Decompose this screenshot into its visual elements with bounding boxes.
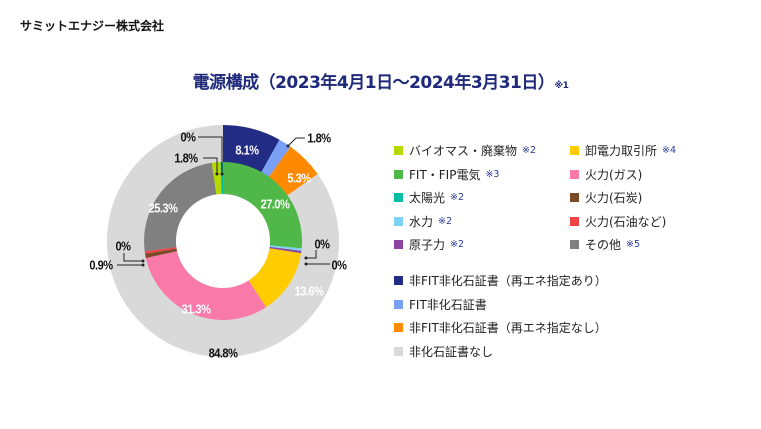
legend-label: 火力(ガス) (585, 167, 643, 182)
legend-note: ※2 (438, 215, 453, 227)
legend-item: 原子力 ※2 (394, 236, 464, 253)
legend-swatch (394, 240, 403, 249)
legend-swatch (394, 146, 403, 155)
donut-hole (176, 194, 270, 288)
slice-nuclear (269, 246, 302, 254)
legend-swatch (570, 216, 579, 226)
legend-swatch (394, 299, 403, 309)
slice-hydro (269, 245, 302, 251)
legend-swatch (394, 169, 403, 179)
legend-item-cert: 非FIT非化石証書（再エネ指定あり） (394, 272, 607, 289)
company-name: サミットエナジー株式会社 (20, 19, 165, 33)
slice-gas (145, 251, 267, 321)
legend-label: 火力(石油など) (585, 214, 667, 229)
legend-label: 非FIT非化石証書（再エネ指定あり） (409, 274, 607, 288)
legend-note: ※2 (522, 145, 537, 156)
legend-item: 火力(石炭) (570, 189, 642, 206)
legend-item: 太陽光 ※2 (394, 189, 464, 206)
label-biomass: 1.8% (174, 150, 198, 166)
legend-item: 卸電力取引所 ※4 (570, 142, 676, 159)
slice-fit (223, 162, 303, 249)
legend-item: 火力(石油など) (570, 213, 666, 230)
legend-swatch (570, 169, 579, 179)
legend-label: 卸電力取引所 (585, 144, 658, 158)
label-hydro: 0% (314, 236, 330, 252)
legend-item-cert: 非化石証書なし (394, 343, 493, 360)
chart-title: 電源構成（2023年4月1日～2024年3月31日）※1 (0, 68, 761, 93)
slice-coal (145, 248, 178, 259)
legend-item-cert: FIT非化石証書 (394, 296, 487, 313)
legend-note: ※5 (626, 239, 641, 250)
label-gas: 31.3% (181, 301, 211, 317)
chart-title-text: 電源構成（2023年4月1日～2024年3月31日） (192, 73, 555, 93)
leader-line-fit-cert (287, 137, 305, 147)
label-other: 25.3% (148, 200, 178, 216)
legend-note: ※4 (662, 145, 677, 156)
inner-ring (144, 162, 303, 321)
legend-label: 原子力 (409, 238, 446, 252)
label-fit-cert: 1.8% (307, 130, 331, 146)
legend-label: その他 (585, 238, 622, 252)
legend-swatch (394, 216, 403, 226)
legend-item: FIT・FIP電気 ※3 (394, 166, 499, 183)
label-wholesale: 13.6% (294, 283, 324, 299)
label-no-cert: 84.8% (208, 345, 238, 361)
label-nonfit-re: 8.1% (235, 142, 259, 158)
slice-oil (144, 247, 177, 254)
leader-line-biomass (203, 157, 218, 174)
label-coal: 0.9% (89, 257, 113, 273)
legend-note: ※2 (450, 239, 465, 250)
legend-label: FIT非化石証書 (409, 297, 487, 312)
legend-item: 水力 ※2 (394, 213, 452, 230)
label-solar: 0% (180, 129, 196, 145)
leader-line-solar (198, 136, 223, 174)
legend-item-cert: 非FIT非化石証書（再エネ指定なし） (394, 319, 607, 336)
slice-wholesale (248, 248, 302, 308)
leader-line-hydro (306, 250, 317, 259)
legend-label: 太陽光 (409, 191, 446, 205)
legend-swatch (570, 146, 579, 155)
legend-label: 火力(石炭) (585, 191, 643, 205)
legend-item: バイオマス・廃棄物 ※2 (394, 142, 536, 159)
legend-swatch (394, 323, 403, 332)
legend-swatch (394, 346, 403, 356)
label-nonfit-nore: 5.3% (287, 170, 311, 186)
leader-lines (117, 136, 330, 266)
legend-swatch (394, 193, 403, 202)
label-fit: 27.0% (260, 196, 290, 212)
legend-item: その他 ※5 (570, 236, 640, 253)
legend-label: 水力 (409, 214, 434, 229)
legend-swatch (570, 193, 579, 202)
leader-line-oil (123, 253, 143, 262)
legend-note: ※2 (450, 192, 465, 203)
leader-dots (141, 144, 308, 267)
legend-label: 非FIT非化石証書（再エネ指定なし） (409, 321, 607, 335)
chart-title-note: ※1 (554, 81, 569, 91)
legend-swatch (570, 240, 579, 249)
legend-label: 非化石証書なし (409, 344, 494, 359)
label-nuclear: 0% (331, 257, 347, 273)
legend-swatch (394, 276, 403, 285)
slice-other (144, 162, 217, 252)
legend-note: ※3 (485, 168, 500, 180)
slice-biomass (211, 162, 222, 195)
legend-label: バイオマス・廃棄物 (409, 144, 518, 158)
label-oil: 0% (115, 238, 131, 254)
legend-label: FIT・FIP電気 (409, 167, 481, 182)
legend-item: 火力(ガス) (570, 166, 642, 183)
